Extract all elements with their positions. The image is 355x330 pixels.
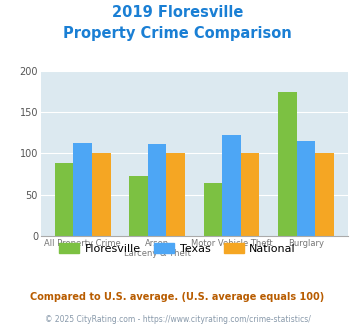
Text: Property Crime Comparison: Property Crime Comparison <box>63 26 292 41</box>
Bar <box>222 135 241 236</box>
Bar <box>148 145 166 236</box>
Bar <box>241 153 260 236</box>
Bar <box>92 153 111 236</box>
Text: 2019 Floresville: 2019 Floresville <box>112 5 243 20</box>
Legend: Floresville, Texas, National: Floresville, Texas, National <box>55 239 300 258</box>
Text: Compared to U.S. average. (U.S. average equals 100): Compared to U.S. average. (U.S. average … <box>31 292 324 302</box>
Bar <box>73 143 92 236</box>
Bar <box>129 176 148 236</box>
Bar <box>315 153 334 236</box>
Bar <box>297 141 315 236</box>
Bar <box>278 92 297 236</box>
Bar <box>166 153 185 236</box>
Bar <box>55 163 73 236</box>
Text: © 2025 CityRating.com - https://www.cityrating.com/crime-statistics/: © 2025 CityRating.com - https://www.city… <box>45 315 310 324</box>
Bar <box>204 183 222 236</box>
